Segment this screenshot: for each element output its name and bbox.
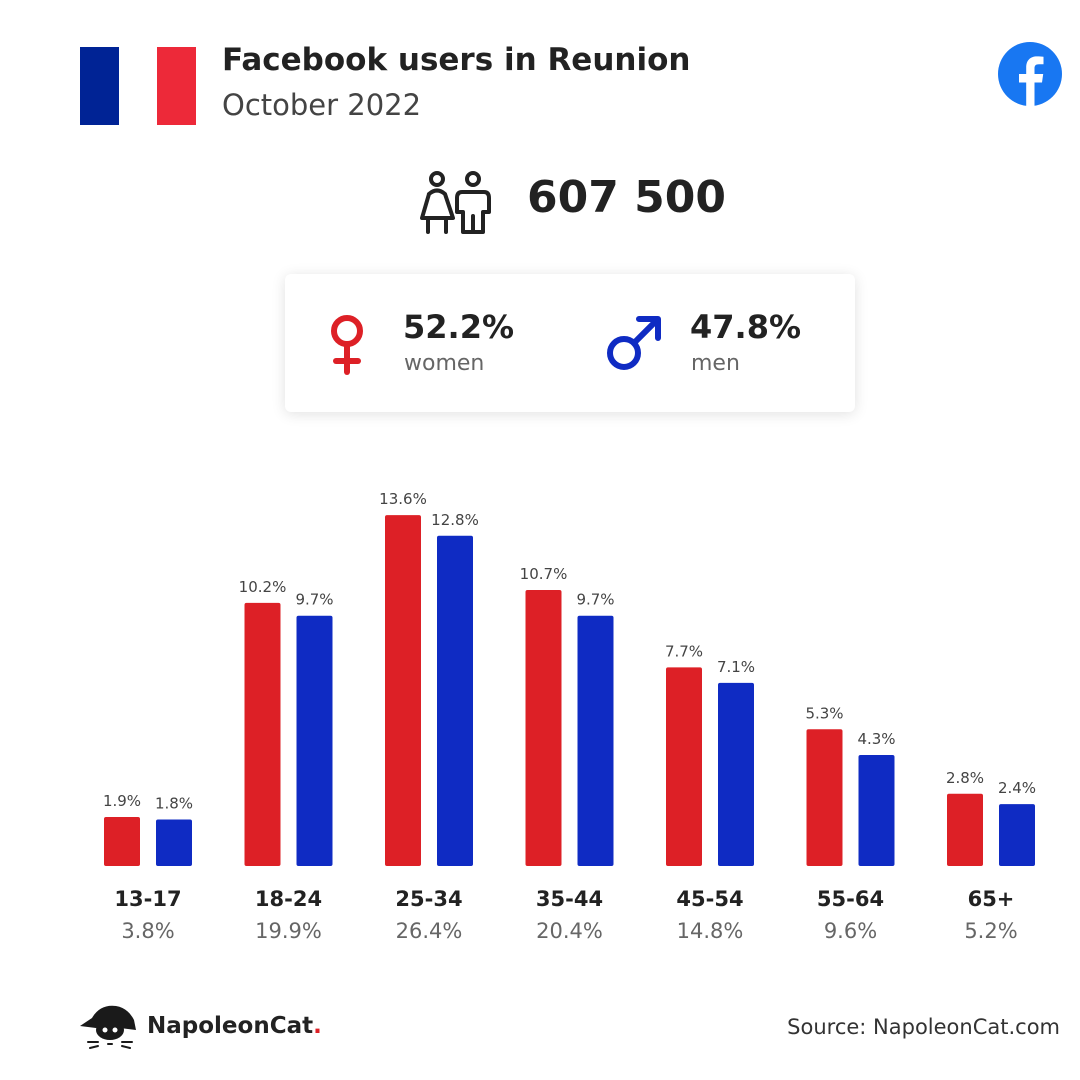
category-label: 65+ [968,887,1015,911]
bar-value-label: 1.8% [155,795,193,813]
page-title: Facebook users in Reunion [222,42,691,78]
bar-value-label: 7.7% [665,642,703,660]
male-symbol-icon [607,316,661,370]
bar-women-25-34 [385,515,421,866]
category-label: 25-34 [395,887,462,911]
category-label: 45-54 [676,887,743,911]
bar-value-label: 2.8% [946,769,984,787]
gender-split-card: 52.2% women 47.8% men [285,274,855,412]
category-total-label: 5.2% [964,919,1017,943]
women-percentage: 52.2% [403,308,515,346]
age-gender-bar-chart: 1.9% 1.8% 13-17 3.8% 10.2% 9.7% 18-24 19.9% 13.6… [103,490,1036,943]
bar-value-label: 2.4% [998,779,1036,797]
bar-value-label: 5.3% [805,704,843,722]
bar-value-label: 10.7% [520,565,568,583]
category-total-label: 14.8% [677,919,744,943]
france-flag-icon [80,47,197,125]
bar-value-label: 9.7% [295,591,333,609]
women-label: women [404,351,485,376]
bar-men-55-64 [858,755,895,866]
female-symbol-icon [331,315,363,375]
category-label: 55-64 [817,887,884,911]
men-percentage: 47.8% [690,308,802,346]
bar-value-label: 10.2% [239,578,287,596]
bar-value-label: 12.8% [431,511,479,529]
category-label: 35-44 [536,887,603,911]
bar-women-65+ [947,793,983,866]
facebook-logo-icon [998,42,1062,106]
bar-value-label: 9.7% [576,591,614,609]
bar-women-13-17 [104,816,140,866]
category-label: 18-24 [255,887,322,911]
men-label: men [691,351,740,376]
brand-dot: . [313,1013,322,1039]
source-text: Source: NapoleonCat.com [787,1015,1060,1039]
category-total-label: 3.8% [121,919,174,943]
bar-men-25-34 [437,535,473,866]
bar-women-18-24 [244,602,281,866]
page-subtitle: October 2022 [222,88,422,122]
bar-value-label: 1.9% [103,792,141,810]
bar-men-65+ [999,804,1035,866]
bar-women-55-64 [806,729,843,866]
napoleoncat-logo-icon [80,1005,136,1049]
bar-value-label: 4.3% [857,730,895,748]
category-total-label: 9.6% [824,919,877,943]
bar-women-45-54 [666,667,702,866]
category-label: 13-17 [114,887,181,911]
brand-name: NapoleonCat. [147,1013,322,1039]
total-users-value: 607 500 [527,172,727,223]
category-total-label: 26.4% [396,919,463,943]
bar-men-18-24 [296,615,333,866]
bar-men-45-54 [718,682,754,866]
bar-men-13-17 [156,819,192,866]
category-total-label: 20.4% [536,919,603,943]
bar-women-35-44 [525,589,562,866]
users-icon [420,171,491,234]
category-total-label: 19.9% [255,919,322,943]
bar-men-35-44 [577,615,614,866]
bar-value-label: 7.1% [717,658,755,676]
bar-value-label: 13.6% [379,490,427,508]
